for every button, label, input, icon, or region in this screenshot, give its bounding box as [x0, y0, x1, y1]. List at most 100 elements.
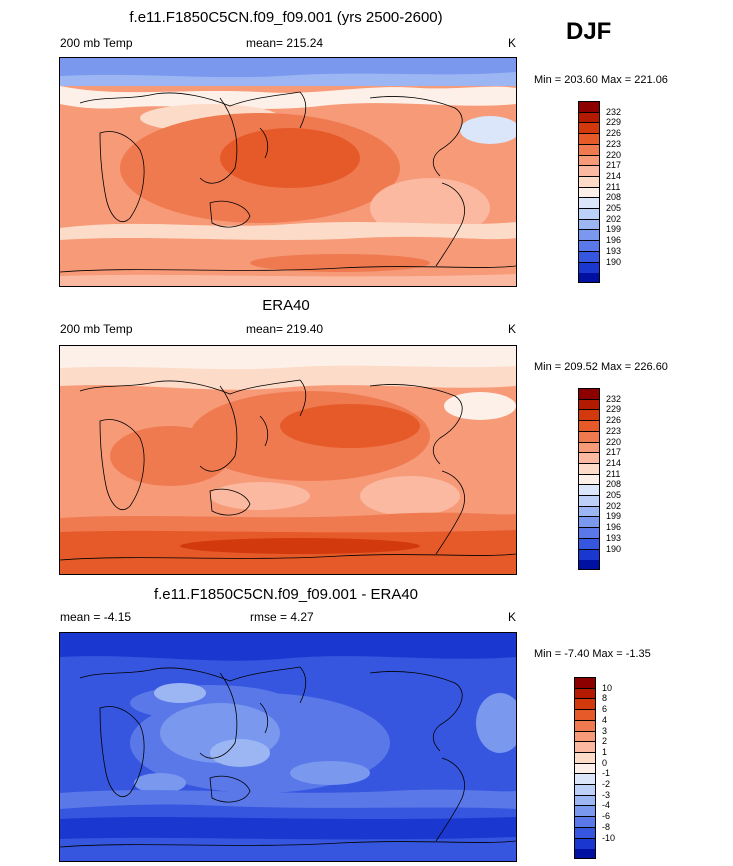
colorbar-divider: [578, 495, 600, 497]
colorbar-swatch: [578, 505, 600, 517]
colorbar-label: -2: [602, 779, 611, 790]
colorbar-label: 205: [606, 203, 622, 214]
panel-2-title: ERA40: [262, 297, 310, 314]
colorbar-divider: [578, 197, 600, 199]
panel-2-minmax: Min = 209.52 Max = 226.60: [534, 361, 668, 373]
colorbar-label: -1: [602, 768, 611, 779]
colorbar-label: -6: [602, 811, 611, 822]
colorbar-label: 232: [606, 106, 622, 117]
colorbar-swatch: [574, 784, 596, 796]
colorbar-divider: [574, 784, 596, 786]
colorbar-label: -3: [602, 789, 611, 800]
panel-1-variable: 200 mb Temp: [60, 36, 133, 50]
colorbar-divider: [578, 420, 600, 422]
colorbar-label: 196: [606, 235, 622, 246]
colorbar-label: 190: [606, 543, 622, 554]
colorbar-label: 217: [606, 447, 622, 458]
colorbar-label: 229: [606, 117, 622, 128]
colorbar-divider: [578, 398, 600, 400]
colorbar-divider: [578, 186, 600, 188]
colorbar-label: 211: [606, 181, 621, 192]
panel-1-contour-field: [60, 58, 516, 286]
colorbar-label: 229: [606, 404, 622, 415]
colorbar-divider: [578, 143, 600, 145]
colorbar-swatch: [578, 441, 600, 453]
colorbar-divider: [578, 165, 600, 167]
colorbar-label: 211: [606, 468, 621, 479]
colorbar-label: 223: [606, 425, 622, 436]
colorbar-label: 223: [606, 138, 622, 149]
colorbar-swatch: [578, 537, 600, 550]
panel-3-contour-field: [60, 633, 516, 861]
colorbar-label: -4: [602, 800, 611, 811]
colorbar-swatch: [574, 762, 596, 774]
colorbar-label: 214: [606, 457, 622, 468]
colorbar-divider: [574, 816, 596, 818]
panel-2-coastlines: [60, 379, 516, 561]
colorbar-label: 1: [602, 746, 608, 757]
colorbar-divider: [578, 505, 600, 507]
colorbar-divider: [574, 794, 596, 796]
colorbar-swatch: [578, 133, 600, 145]
panel-2-mean: mean= 219.40: [246, 322, 324, 336]
colorbar-swatch: [578, 101, 600, 113]
colorbar-divider: [578, 122, 600, 124]
colorbar-swatch: [578, 484, 600, 496]
colorbar-divider: [578, 527, 600, 529]
colorbar-swatch: [578, 250, 600, 263]
colorbar-label: 205: [606, 490, 622, 501]
colorbar-divider: [574, 762, 596, 764]
colorbar-divider: [578, 208, 600, 210]
colorbar-divider: [578, 441, 600, 443]
colorbar-swatch: [578, 388, 600, 400]
colorbar-swatch: [578, 420, 600, 432]
colorbar-swatch: [574, 677, 596, 689]
colorbar-swatch: [578, 143, 600, 156]
panel-2-variable: 200 mb Temp: [60, 322, 133, 336]
colorbar-swatch: [578, 229, 600, 241]
panel-3-colorbar: 10 8 6 4 3 2 1 0 -1 -2 -3 -4 -6 -8 -10: [574, 677, 615, 860]
colorbar-swatch: [574, 826, 596, 839]
panel-2-units: K: [508, 322, 517, 336]
colorbar-swatch: [578, 186, 600, 198]
colorbar-label: 208: [606, 479, 622, 490]
colorbar-label: 226: [606, 415, 622, 426]
colorbar-divider: [578, 516, 600, 518]
panel-3-units: K: [508, 610, 517, 624]
colorbar-divider: [578, 175, 600, 177]
colorbar-label: 232: [606, 393, 622, 404]
panel-3-map: [59, 632, 517, 862]
colorbar-divider: [574, 826, 596, 828]
colorbar-label: 217: [606, 160, 622, 171]
colorbar-swatch: [578, 430, 600, 443]
colorbar-divider: [574, 687, 596, 689]
colorbar-swatch: [574, 687, 596, 699]
colorbar-divider: [574, 837, 596, 839]
colorbar-label: 8: [602, 693, 608, 704]
colorbar-label: 220: [606, 149, 622, 160]
colorbar-divider: [574, 719, 596, 721]
colorbar-divider: [578, 261, 600, 263]
panel-1-coastlines: [60, 91, 516, 273]
panel-1-units: K: [508, 36, 517, 50]
colorbar-swatch: [578, 197, 600, 209]
colorbar-divider: [574, 709, 596, 711]
colorbar-label: 3: [602, 725, 608, 736]
colorbar-label: 4: [602, 714, 608, 725]
colorbar-divider: [578, 240, 600, 242]
colorbar-swatch: [578, 495, 600, 507]
colorbar-swatch: [574, 816, 596, 828]
colorbar-divider: [578, 548, 600, 550]
colorbar-swatch: [578, 175, 600, 188]
colorbar-label: 214: [606, 170, 622, 181]
colorbar-divider: [578, 473, 600, 475]
colorbar-label: 0: [602, 757, 608, 768]
colorbar-swatch: [578, 452, 600, 464]
colorbar-label: -10: [602, 832, 616, 843]
colorbar-swatch: [578, 240, 600, 252]
colorbar-divider: [574, 741, 596, 743]
colorbar-label: 193: [606, 532, 622, 543]
colorbar-label: 220: [606, 436, 622, 447]
panel-1-title: f.e11.F1850C5CN.f09_f09.001 (yrs 2500-26…: [129, 9, 443, 26]
panel-2-colorbar-frame: [578, 388, 600, 570]
